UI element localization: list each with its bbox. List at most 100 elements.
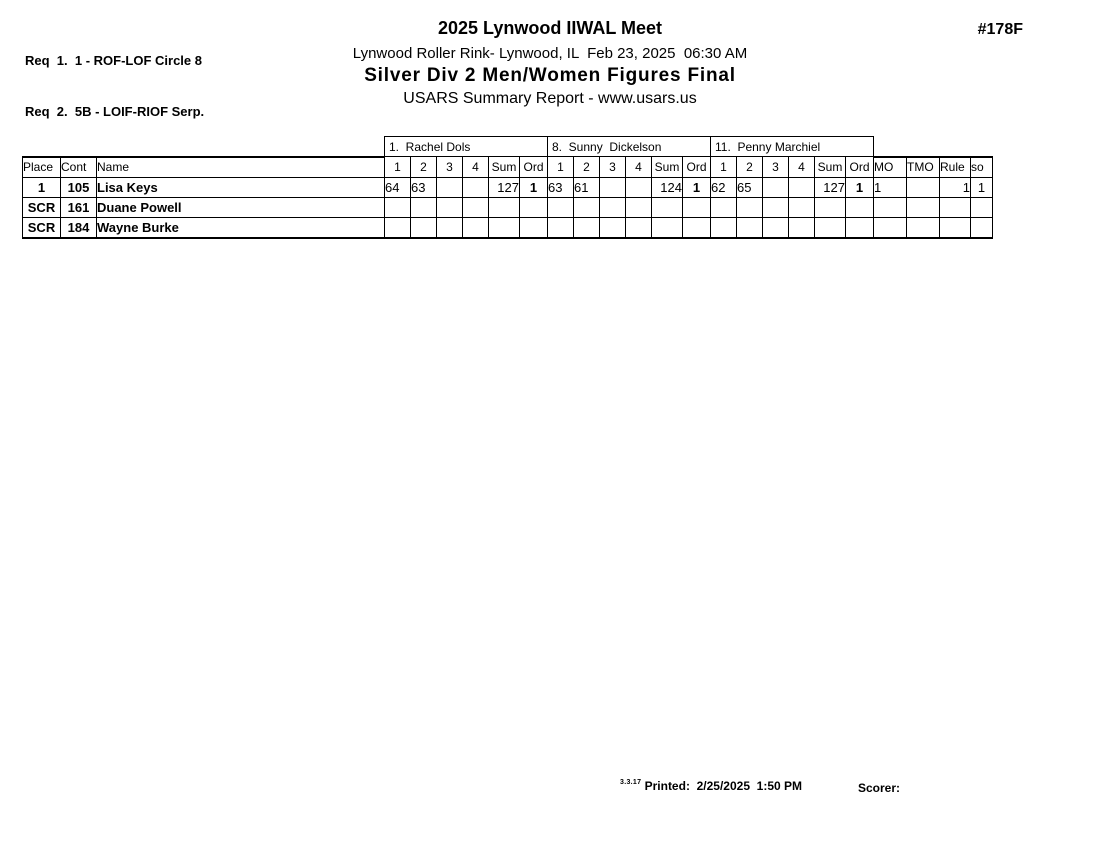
score-cell: 61: [573, 177, 600, 198]
ord-cell: [519, 217, 548, 239]
score-cell: [436, 177, 463, 198]
score-cell: [436, 197, 463, 218]
score-cell: [384, 217, 411, 239]
sum-cell: [488, 197, 520, 218]
score-cell: [410, 197, 437, 218]
judge-3-col-1: 1: [710, 156, 737, 178]
judge-1-col-1: 1: [384, 156, 411, 178]
place-cell: SCR: [22, 217, 61, 239]
sum-cell: [651, 217, 683, 239]
score-cell: [573, 217, 600, 239]
col-header-so: so: [970, 156, 993, 178]
tmo-cell: [906, 177, 940, 198]
score-cell: [736, 217, 763, 239]
judge-1-col-ord: Ord: [519, 156, 548, 178]
score-cell: [625, 197, 652, 218]
score-cell: [462, 217, 489, 239]
judge-3-col-3: 3: [762, 156, 789, 178]
col-header-rule: Rule: [939, 156, 971, 178]
judge-row-spacer-right: [873, 136, 993, 158]
place-cell: 1: [22, 177, 61, 198]
sum-cell: [651, 197, 683, 218]
judge-1-header: 1. Rachel Dols: [384, 136, 548, 157]
judge-2-header: 8. Sunny Dickelson: [547, 136, 711, 157]
cont-cell: 105: [60, 177, 97, 198]
table-row: 1 105 Lisa Keys 64 63 127 1 63 61 124 1 …: [22, 177, 993, 198]
score-cell: 63: [410, 177, 437, 198]
meet-title: 2025 Lynwood IIWAL Meet: [437, 18, 663, 38]
judge-2-col-3: 3: [599, 156, 626, 178]
sum-cell: 124: [651, 177, 683, 198]
event-number: #178F: [977, 21, 1023, 38]
judge-3-col-4: 4: [788, 156, 815, 178]
rule-cell: [939, 197, 971, 218]
score-cell: [410, 217, 437, 239]
requirements-block: Req 1. 1 - ROF-LOF Circle 8 Req 2. 5B - …: [25, 18, 204, 154]
col-header-cont: Cont: [60, 156, 97, 178]
report-type: USARS Summary Report - www.usars.us: [403, 90, 697, 107]
score-cell: [625, 177, 652, 198]
score-cell: [599, 217, 626, 239]
division-title: Silver Div 2 Men/Women Figures Final: [364, 65, 736, 86]
judge-3-col-ord: Ord: [845, 156, 874, 178]
judge-2-col-sum: Sum: [651, 156, 683, 178]
table-row: SCR 161 Duane Powell: [22, 197, 993, 218]
score-cell: 63: [547, 177, 574, 198]
name-cell: Lisa Keys: [96, 177, 385, 198]
score-cell: [788, 217, 815, 239]
ord-cell: [519, 197, 548, 218]
ord-cell: [845, 217, 874, 239]
mo-cell: [873, 217, 907, 239]
score-cell: [625, 217, 652, 239]
col-header-name: Name: [96, 156, 385, 178]
score-cell: [788, 177, 815, 198]
judge-2-col-ord: Ord: [682, 156, 711, 178]
col-header-mo: MO: [873, 156, 907, 178]
judge-1-col-sum: Sum: [488, 156, 520, 178]
judge-2-col-1: 1: [547, 156, 574, 178]
score-cell: [710, 217, 737, 239]
judge-2-col-2: 2: [573, 156, 600, 178]
score-cell: 62: [710, 177, 737, 198]
place-cell: SCR: [22, 197, 61, 218]
score-cell: [788, 197, 815, 218]
score-cell: [599, 177, 626, 198]
tmo-cell: [906, 197, 940, 218]
score-cell: [599, 197, 626, 218]
ord-cell: [682, 217, 711, 239]
score-cell: [384, 197, 411, 218]
score-cell: [762, 217, 789, 239]
so-cell: [970, 217, 993, 239]
sum-cell: 127: [814, 177, 846, 198]
sum-cell: 127: [488, 177, 520, 198]
judge-1-col-3: 3: [436, 156, 463, 178]
so-cell: [970, 197, 993, 218]
cont-cell: 161: [60, 197, 97, 218]
score-cell: [462, 197, 489, 218]
scorer-label: Scorer:: [858, 781, 901, 795]
ord-cell: 1: [519, 177, 548, 198]
judge-header-row: 1. Rachel Dols 8. Sunny Dickelson 11. Pe…: [22, 136, 993, 158]
ord-cell: 1: [682, 177, 711, 198]
rule-cell: 1: [939, 177, 971, 198]
score-cell: [762, 177, 789, 198]
score-cell: [462, 177, 489, 198]
sum-cell: [814, 217, 846, 239]
so-cell: 1: [970, 177, 993, 198]
mo-cell: 1: [873, 177, 907, 198]
judge-3-col-2: 2: [736, 156, 763, 178]
ord-cell: [845, 197, 874, 218]
results-table: 1. Rachel Dols 8. Sunny Dickelson 11. Pe…: [22, 136, 993, 239]
score-cell: [762, 197, 789, 218]
tmo-cell: [906, 217, 940, 239]
score-cell: 65: [736, 177, 763, 198]
score-cell: [436, 217, 463, 239]
req-line-2: Req 2. 5B - LOIF-RIOF Serp.: [25, 104, 205, 119]
name-cell: Wayne Burke: [96, 217, 385, 239]
column-header-row: Place Cont Name 1 2 3 4 Sum Ord 1 2 3 4 …: [22, 156, 993, 178]
venue-datetime: Lynwood Roller Rink- Lynwood, IL Feb 23,…: [352, 45, 748, 62]
score-cell: [573, 197, 600, 218]
score-cell: [710, 197, 737, 218]
judge-3-col-sum: Sum: [814, 156, 846, 178]
score-cell: [547, 197, 574, 218]
